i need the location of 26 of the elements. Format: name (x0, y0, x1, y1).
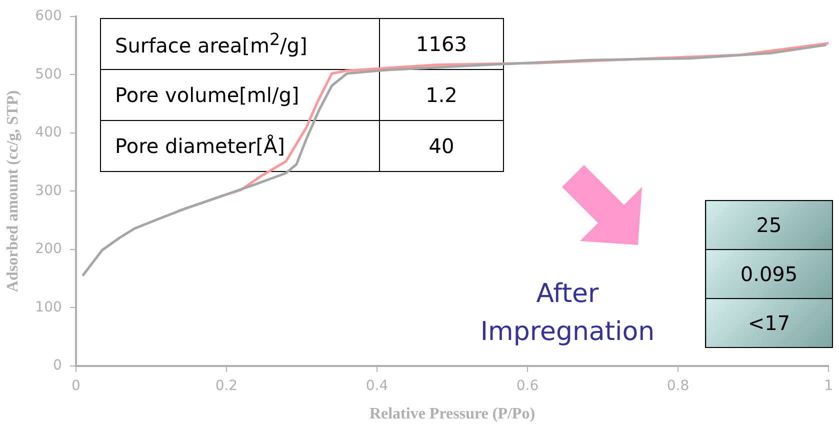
annotation: 25 (706, 200, 832, 250)
x-tick-label: 0 (71, 378, 80, 394)
value-table: 25 0.095 <17 (705, 200, 833, 348)
y-tick-label: 300 (35, 182, 62, 199)
y-tick-label: 0 (53, 358, 62, 374)
x-tick-label: 0.2 (215, 378, 238, 394)
y-tick-label: 500 (35, 66, 62, 82)
x-axis-title: Relative Pressure (P/Po) (369, 406, 536, 423)
y-tick-label: 400 (35, 124, 62, 141)
annotation: Pore diameter[Å] (100, 120, 380, 172)
x-tick-label: 0.4 (366, 378, 388, 394)
annotation: 1163 (380, 18, 504, 70)
annotation: Surface area[m$^{2}$/g] (100, 18, 380, 70)
y-tick-label: 100 (35, 299, 62, 316)
annotation: 40 (380, 120, 504, 172)
y-axis-title: Adsorbed amount (cc/g, STP) (4, 90, 22, 292)
x-tick-label: 1 (824, 378, 834, 394)
annotation: Pore volume[ml/g] (100, 70, 380, 120)
x-tick-label: 0.8 (666, 378, 690, 394)
y-tick-label: 600 (35, 8, 62, 24)
annotation: 1.2 (380, 70, 504, 120)
annotation: <17 (706, 298, 832, 348)
x-tick-label: 0.6 (516, 378, 539, 394)
annotation: After Impregnation (479, 278, 656, 349)
y-tick-label: 200 (35, 241, 62, 258)
annotation: 0.095 (706, 250, 832, 298)
